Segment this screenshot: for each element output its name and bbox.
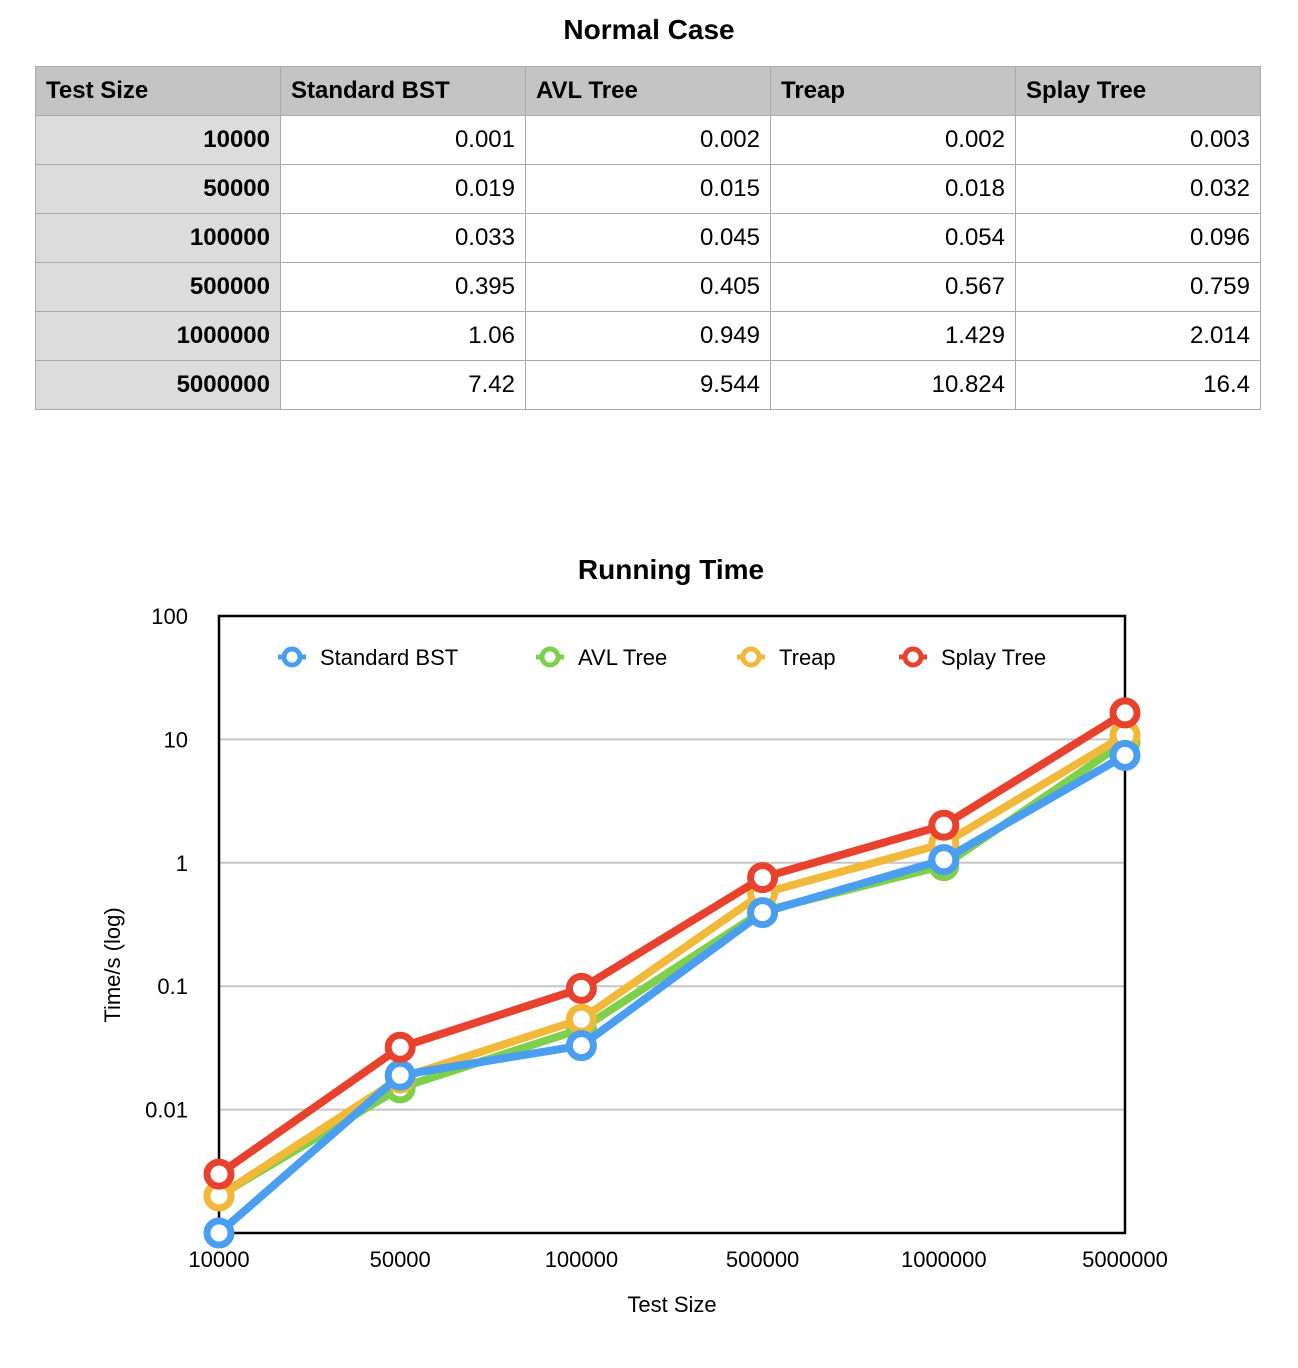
table-cell: 0.759 xyxy=(1015,262,1261,312)
x-tick-label: 100000 xyxy=(545,1247,618,1272)
legend-label: Standard BST xyxy=(320,645,458,670)
results-table: Test Size Standard BST AVL Tree Treap Sp… xyxy=(35,66,1261,410)
y-tick-label: 100 xyxy=(151,604,188,629)
series-avl-tree xyxy=(203,726,1141,1212)
data-point xyxy=(1109,739,1141,771)
data-point xyxy=(928,809,960,841)
table-cell: 0.003 xyxy=(1015,115,1261,165)
y-tick-label: 0.1 xyxy=(157,974,188,999)
table-cell: 1.429 xyxy=(770,311,1016,361)
table-row: 10000 0.001 0.002 0.002 0.003 xyxy=(35,115,1261,165)
table-cell: 0.019 xyxy=(280,164,526,214)
header-test-size: Test Size xyxy=(35,66,281,116)
legend-marker xyxy=(281,646,303,668)
series-line xyxy=(215,737,1129,1200)
data-point xyxy=(1109,697,1141,729)
data-point xyxy=(565,1003,597,1035)
table-cell: 0.045 xyxy=(525,213,771,263)
header-splay-tree: Splay Tree xyxy=(1015,66,1261,116)
table-cell: 10.824 xyxy=(770,360,1016,410)
legend-item: Splay Tree xyxy=(899,645,1046,670)
table-cell: 0.096 xyxy=(1015,213,1261,263)
legend-label: AVL Tree xyxy=(578,645,667,670)
legend-label: Splay Tree xyxy=(941,645,1046,670)
y-axis-label: Time/s (log) xyxy=(100,907,125,1022)
data-point xyxy=(928,844,960,876)
data-point xyxy=(565,1030,597,1062)
x-tick-label: 500000 xyxy=(726,1247,799,1272)
legend-item: Standard BST xyxy=(278,645,458,670)
y-tick-label: 1 xyxy=(176,851,188,876)
series-group xyxy=(203,697,1141,1249)
table-cell: 0.032 xyxy=(1015,164,1261,214)
header-standard-bst: Standard BST xyxy=(280,66,526,116)
table-cell: 0.002 xyxy=(525,115,771,165)
table-cell: 16.4 xyxy=(1015,360,1261,410)
x-tick-label: 10000 xyxy=(188,1247,249,1272)
data-point xyxy=(384,1031,416,1063)
data-point xyxy=(747,862,779,894)
chart-title: Running Time xyxy=(578,554,764,585)
row-test-size: 100000 xyxy=(35,213,281,263)
table-cell: 2.014 xyxy=(1015,311,1261,361)
table-cell: 0.567 xyxy=(770,262,1016,312)
series-standard-bst xyxy=(203,739,1141,1249)
table-cell: 9.544 xyxy=(525,360,771,410)
header-avl-tree: AVL Tree xyxy=(525,66,771,116)
table-cell: 0.949 xyxy=(525,311,771,361)
data-point xyxy=(384,1059,416,1091)
row-test-size: 50000 xyxy=(35,164,281,214)
table-header-row: Test Size Standard BST AVL Tree Treap Sp… xyxy=(35,66,1261,116)
legend: Standard BST AVL Tree Treap Splay Tree xyxy=(278,645,1046,670)
table-cell: 0.395 xyxy=(280,262,526,312)
table-row: 50000 0.019 0.015 0.018 0.032 xyxy=(35,164,1261,214)
row-test-size: 500000 xyxy=(35,262,281,312)
row-test-size: 5000000 xyxy=(35,360,281,410)
table-row: 100000 0.033 0.045 0.054 0.096 xyxy=(35,213,1261,263)
legend-item: Treap xyxy=(737,645,836,670)
table-cell: 0.001 xyxy=(280,115,526,165)
table-cell: 0.015 xyxy=(525,164,771,214)
table-cell: 0.033 xyxy=(280,213,526,263)
x-tick-label: 1000000 xyxy=(901,1247,987,1272)
series-line xyxy=(215,708,1129,1179)
data-point xyxy=(747,897,779,929)
plot-area-border xyxy=(217,614,1127,1235)
table-title: Normal Case xyxy=(563,14,735,45)
table-cell: 1.06 xyxy=(280,311,526,361)
series-splay-tree xyxy=(203,697,1141,1190)
data-point xyxy=(203,1217,235,1249)
table-cell: 0.405 xyxy=(525,262,771,312)
row-test-size: 1000000 xyxy=(35,311,281,361)
data-point xyxy=(203,1158,235,1190)
y-tick-label: 0.01 xyxy=(145,1098,188,1123)
table-row: 5000000 7.42 9.544 10.824 16.4 xyxy=(35,360,1261,410)
x-tick-label: 50000 xyxy=(370,1247,431,1272)
row-test-size: 10000 xyxy=(35,115,281,165)
table-cell: 0.054 xyxy=(770,213,1016,263)
legend-item: AVL Tree xyxy=(536,645,667,670)
table-cell: 0.002 xyxy=(770,115,1016,165)
header-treap: Treap xyxy=(770,66,1016,116)
x-axis-ticks: 10000 50000 100000 500000 1000000 5000000 xyxy=(188,1247,1167,1272)
table-cell: 0.018 xyxy=(770,164,1016,214)
legend-marker xyxy=(740,646,762,668)
data-point xyxy=(565,972,597,1004)
series-line xyxy=(215,751,1129,1237)
y-tick-label: 10 xyxy=(164,727,188,752)
table-cell: 7.42 xyxy=(280,360,526,410)
y-axis-ticks: 100 10 1 0.1 0.01 xyxy=(145,604,188,1123)
table-row: 1000000 1.06 0.949 1.429 2.014 xyxy=(35,311,1261,361)
legend-marker xyxy=(539,646,561,668)
legend-label: Treap xyxy=(779,645,836,670)
x-axis-label: Test Size xyxy=(627,1292,716,1317)
x-tick-label: 5000000 xyxy=(1082,1247,1168,1272)
table-row: 500000 0.395 0.405 0.567 0.759 xyxy=(35,262,1261,312)
legend-marker xyxy=(902,646,924,668)
